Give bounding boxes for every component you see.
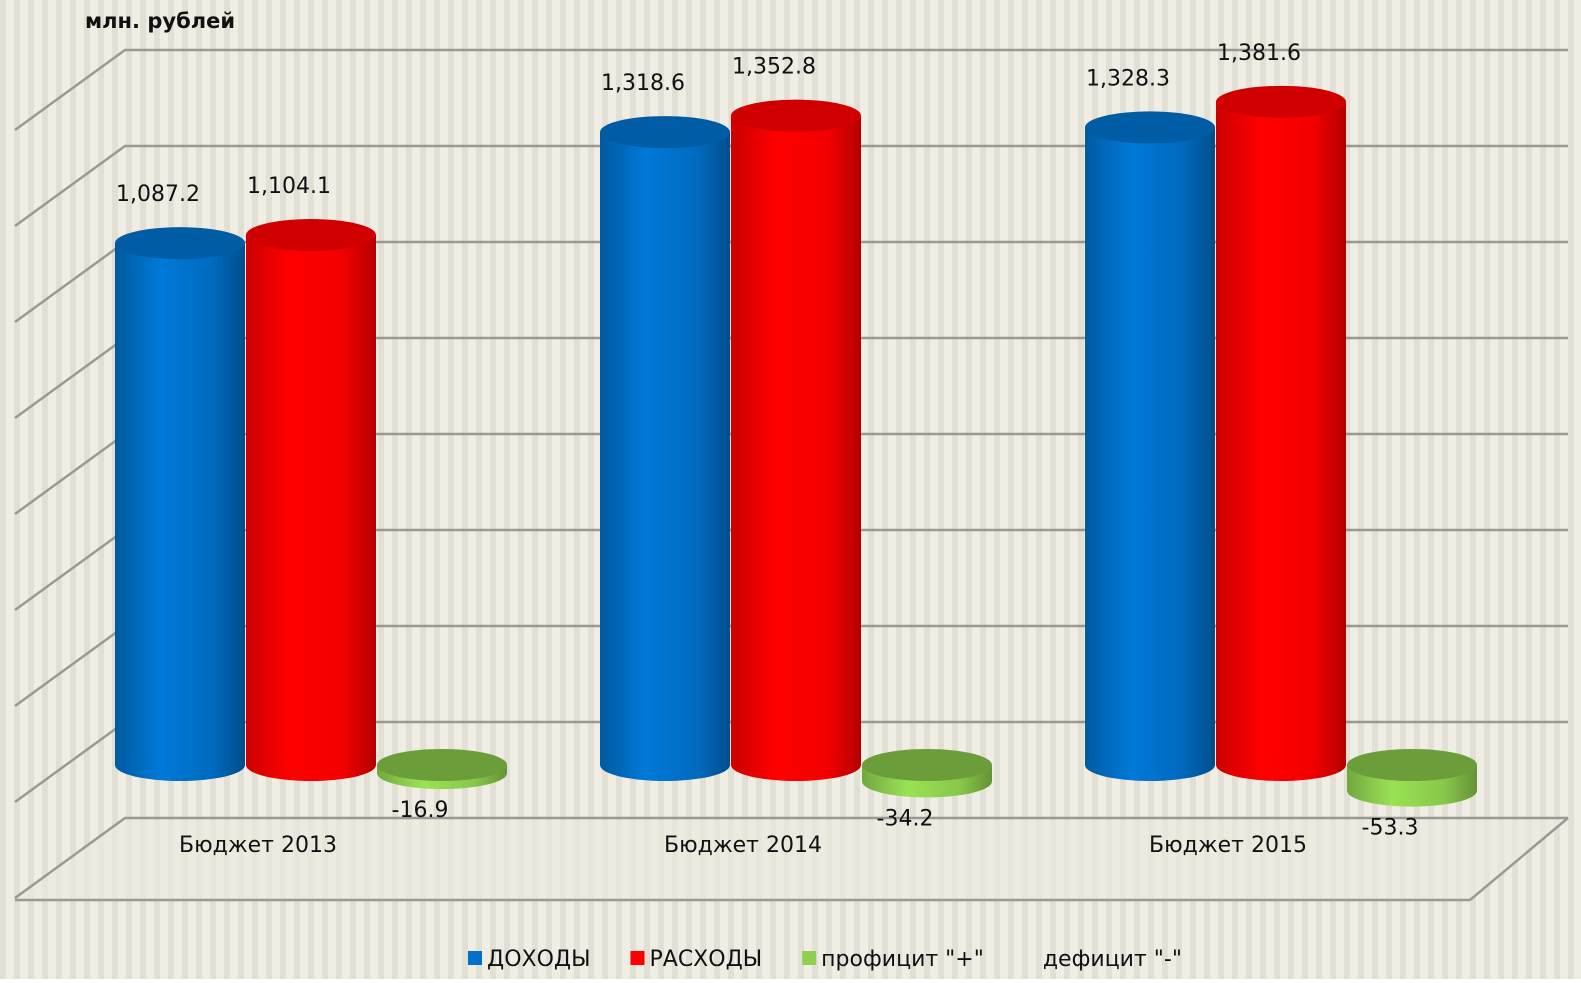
- legend-swatch: [802, 951, 817, 965]
- bar-top: [600, 116, 730, 149]
- bar: [600, 132, 730, 781]
- x-tick-label: Бюджет 2015: [1149, 833, 1307, 858]
- floor: [15, 818, 1568, 900]
- y-axis-label: млн. рублей: [85, 9, 235, 33]
- data-label: 1,104.1: [247, 174, 331, 199]
- bar-top: [862, 749, 992, 781]
- bar: [1216, 101, 1346, 781]
- bar: [731, 115, 861, 781]
- data-label: 1,087.2: [116, 182, 200, 207]
- legend-label: РАСХОДЫ: [650, 947, 763, 972]
- legend-label: профицит "+": [821, 947, 984, 972]
- bar-top: [246, 219, 376, 252]
- bar-top: [1347, 749, 1477, 781]
- data-label: -16.9: [392, 798, 449, 823]
- legend-swatch: [468, 951, 482, 965]
- bar-top: [731, 99, 861, 132]
- data-label: -53.3: [1362, 816, 1419, 841]
- legend-label: дефицит "-": [1043, 947, 1182, 972]
- data-label: -34.2: [877, 806, 934, 831]
- bar: [246, 235, 376, 782]
- x-tick-label: Бюджет 2014: [664, 833, 822, 858]
- grid-line: [14, 48, 1568, 132]
- bar-top: [1085, 111, 1215, 144]
- bar-top: [377, 749, 507, 781]
- floor-edge: [1469, 817, 1569, 901]
- data-label: 1,318.6: [601, 71, 685, 96]
- bar: [1085, 127, 1215, 781]
- data-label: 1,352.8: [732, 55, 816, 80]
- data-label: 1,381.6: [1217, 41, 1301, 66]
- bar-top: [115, 227, 245, 260]
- grid-line: [14, 816, 1568, 900]
- legend-swatch: [630, 951, 645, 965]
- bar-top: [1216, 85, 1346, 118]
- legend-label: ДОХОДЫ: [487, 947, 591, 972]
- x-tick-label: Бюджет 2013: [179, 833, 337, 858]
- data-label: 1,328.3: [1086, 66, 1170, 91]
- bar: [115, 243, 245, 782]
